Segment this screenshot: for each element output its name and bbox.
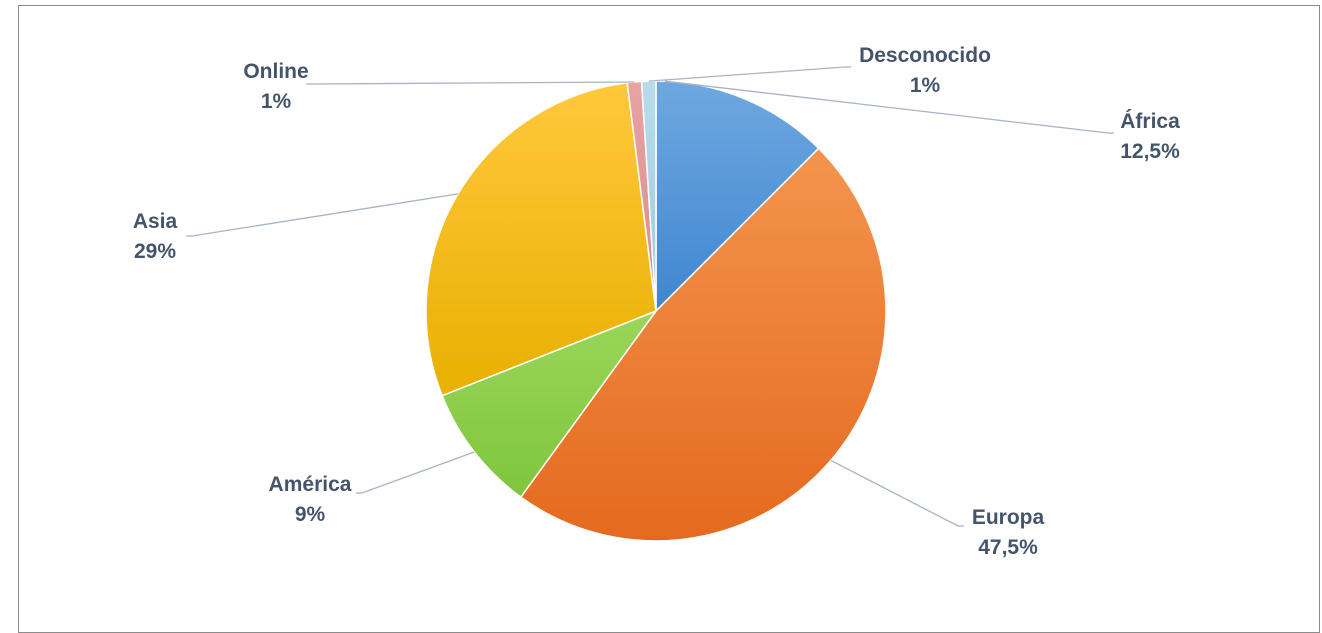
data-label-asia: Asia 29% [133,210,178,263]
slice-value-label: 1% [910,74,941,97]
leader-line-europa [830,459,964,527]
slice-value-label: 12,5% [1120,140,1180,163]
leader-line-online [306,81,635,85]
pie-slice-américa [441,309,659,499]
slice-value-label: 1% [261,90,292,113]
slices-layer [425,80,887,542]
slice-value-label: 9% [295,503,326,526]
leader-line-áfrica [664,80,1114,134]
slice-name-label: Asia [133,210,178,233]
slice-name-label: Online [243,60,308,83]
slice-name-label: Europa [972,506,1045,529]
pie-slice-asia [425,81,657,397]
slice-name-label: África [1120,110,1180,133]
data-label-desconocido: Desconocido 1% [859,44,991,97]
data-label-américa: América 9% [269,473,352,526]
leader-lines-layer [186,66,1114,527]
data-label-online: Online 1% [243,60,308,113]
data-label-europa: Europa 47,5% [972,506,1045,559]
slice-name-label: América [269,473,352,496]
slice-value-label: 29% [134,240,176,263]
slice-value-label: 47,5% [978,536,1038,559]
leader-line-américa [356,451,475,494]
slice-name-label: Desconocido [859,44,991,67]
leader-line-desconocido [648,66,851,82]
data-label-áfrica: África 12,5% [1120,110,1180,163]
leader-line-asia [186,193,459,237]
labels-layer: África 12,5% Europa 47,5% América 9% Asia 29% On… [133,44,1180,559]
pie-slice-europa [519,147,887,542]
